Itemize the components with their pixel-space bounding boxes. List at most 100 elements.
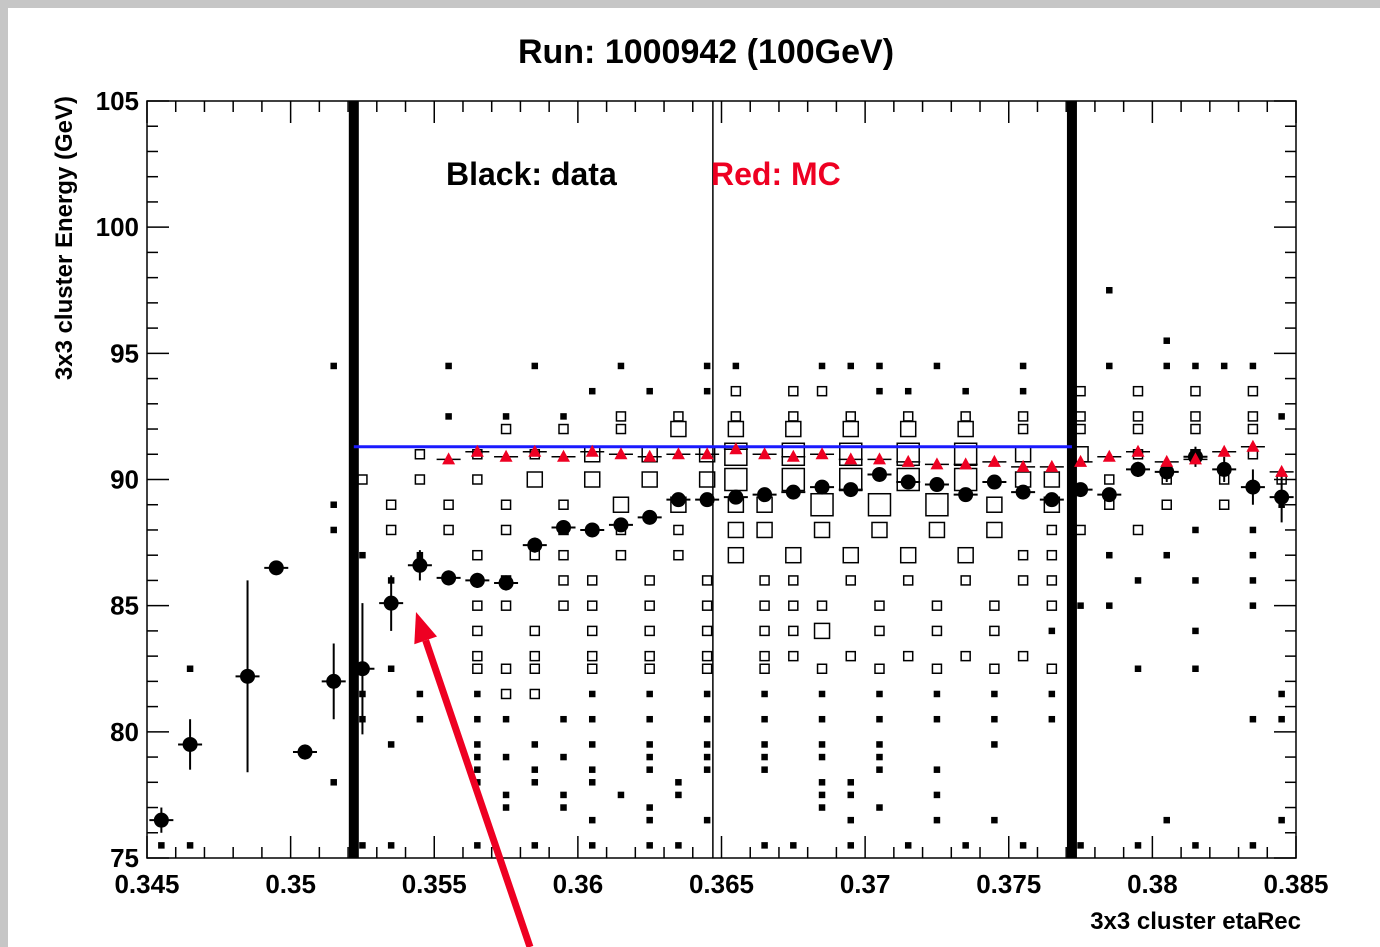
histogram-box: [724, 467, 748, 492]
histogram-box: [818, 715, 826, 723]
histogram-box: [1190, 385, 1201, 397]
histogram-box: [1014, 446, 1032, 463]
x-axis-label: 3x3 cluster etaRec: [1090, 908, 1301, 935]
histogram-box: [1077, 602, 1084, 609]
histogram-box: [960, 411, 971, 422]
axes: 0.345 0.35 0.355 0.36 0.365 0.37 0.375 0.38 0.38…: [96, 86, 1329, 899]
histogram-box: [759, 625, 770, 637]
histogram-box: [876, 690, 883, 698]
x-tick-label: 0.36: [553, 869, 604, 899]
histogram-box: [1163, 362, 1170, 370]
histogram-box: [818, 753, 826, 761]
histogram-box: [761, 842, 768, 849]
histogram-box: [876, 804, 883, 811]
histogram-box: [933, 816, 941, 824]
histogram-box: [761, 715, 768, 723]
histogram-box: [957, 420, 974, 438]
histogram-box: [560, 804, 567, 811]
mc-point: [1160, 454, 1174, 467]
data-point: [929, 477, 945, 493]
histogram-box: [414, 474, 426, 485]
histogram-box: [1019, 842, 1027, 849]
histogram-box: [1247, 411, 1259, 422]
histogram-box: [847, 842, 855, 849]
mc-point: [1246, 439, 1260, 452]
histogram-box: [874, 600, 885, 611]
histogram-box: [703, 387, 711, 395]
mc-point: [499, 449, 513, 462]
histogram-box: [330, 362, 337, 370]
histogram-box: [641, 471, 658, 488]
data-point: [814, 479, 830, 495]
histogram-box: [1046, 600, 1058, 611]
histogram-box: [761, 753, 768, 761]
histogram-box: [1249, 362, 1257, 370]
histogram-box: [385, 499, 397, 510]
histogram-box: [588, 842, 596, 849]
histogram-box: [588, 779, 596, 786]
histogram-box: [842, 546, 860, 564]
data-point: [354, 661, 370, 677]
mc-point: [786, 449, 800, 462]
data-point: [527, 537, 543, 553]
histogram-box: [1132, 524, 1144, 536]
histogram-box: [703, 741, 711, 748]
histogram-box: [612, 496, 630, 513]
data-point: [757, 487, 773, 503]
histogram-box: [186, 842, 194, 849]
histogram-box: [1075, 385, 1086, 397]
chart-title: Run: 1000942 (100GeV): [518, 33, 894, 71]
histogram-box: [502, 791, 510, 799]
histogram-box: [986, 521, 1003, 539]
histogram-box: [500, 499, 512, 510]
histogram-box: [474, 766, 481, 773]
histogram-box: [502, 715, 510, 723]
histogram-box: [670, 420, 687, 438]
histogram-box: [675, 791, 682, 799]
histogram-box: [896, 467, 920, 492]
histogram-box: [531, 766, 539, 773]
histogram-box: [785, 420, 802, 438]
histogram-box: [933, 690, 941, 698]
x-tick-label: 0.375: [976, 869, 1041, 899]
histogram-box: [818, 690, 826, 698]
histogram-box: [1075, 524, 1086, 536]
histogram-box: [644, 650, 655, 662]
histogram-box: [876, 741, 883, 748]
data-series: [149, 446, 1294, 833]
histogram-box: [1048, 627, 1056, 635]
mc-point: [1016, 459, 1030, 472]
histogram-box: [560, 715, 567, 723]
histogram-box: [818, 804, 826, 811]
histogram-box: [788, 385, 799, 397]
histogram-box: [416, 715, 424, 723]
data-point: [986, 474, 1002, 490]
histogram-box: [703, 766, 711, 773]
histogram-box: [703, 816, 711, 824]
boundary-lines: [348, 101, 1077, 858]
data-point: [268, 560, 284, 576]
histogram-box: [790, 842, 797, 849]
data-point: [958, 487, 974, 503]
histogram-box: [816, 600, 828, 611]
histogram-box: [472, 474, 483, 485]
histogram-box: [730, 385, 742, 397]
histogram-box: [646, 387, 653, 395]
histogram-box: [1192, 577, 1199, 584]
histogram-box: [646, 690, 653, 698]
data-point: [153, 812, 169, 828]
histogram-box: [902, 575, 914, 586]
histogram-box: [1249, 577, 1257, 584]
histogram-box: [588, 387, 596, 395]
histogram-box: [761, 766, 768, 773]
histogram-box: [928, 521, 946, 539]
mc-point: [959, 457, 973, 470]
histogram-box: [502, 753, 510, 761]
mc-point: [470, 444, 484, 457]
histogram-box: [781, 442, 806, 467]
data-point: [613, 517, 629, 533]
mc-point: [844, 452, 858, 465]
histogram-box: [876, 387, 883, 395]
histogram-box: [615, 411, 627, 422]
